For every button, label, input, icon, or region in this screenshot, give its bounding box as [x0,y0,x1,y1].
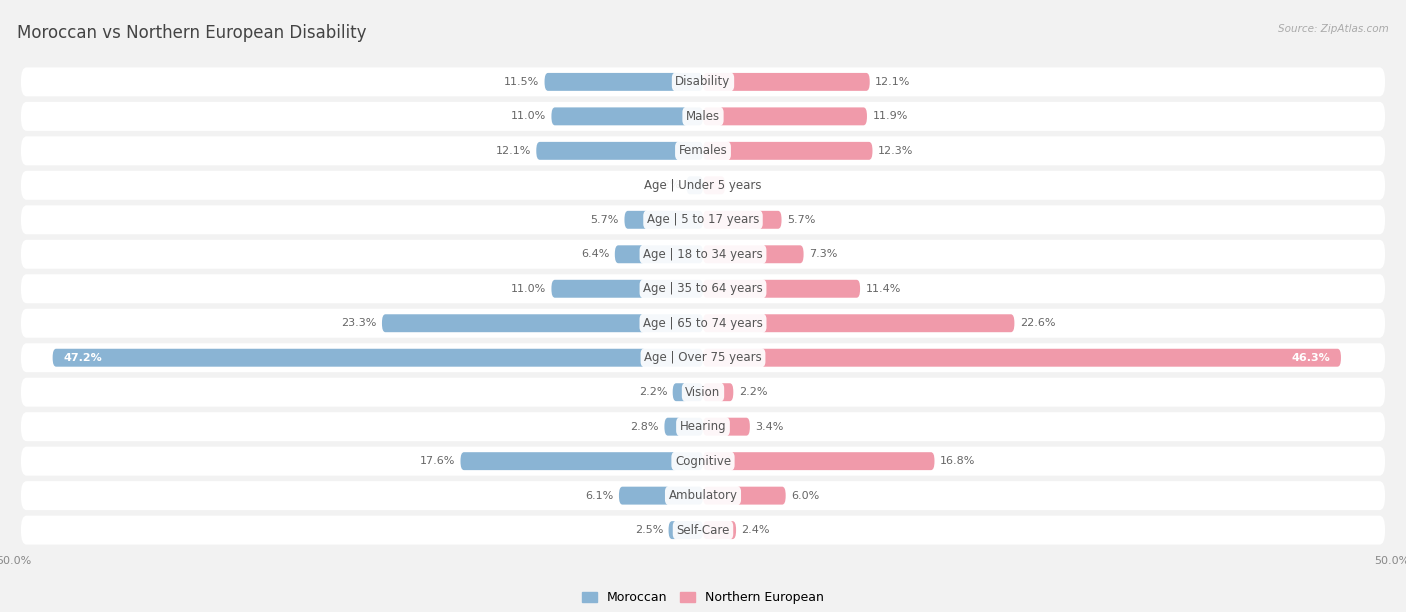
Text: 12.1%: 12.1% [876,77,911,87]
Text: 3.4%: 3.4% [755,422,783,431]
FancyBboxPatch shape [21,102,1385,131]
FancyBboxPatch shape [544,73,703,91]
Text: Disability: Disability [675,75,731,88]
Text: Females: Females [679,144,727,157]
Text: Hearing: Hearing [679,420,727,433]
FancyBboxPatch shape [21,136,1385,165]
Text: Cognitive: Cognitive [675,455,731,468]
FancyBboxPatch shape [461,452,703,470]
FancyBboxPatch shape [703,383,734,401]
Text: 11.0%: 11.0% [510,111,546,121]
Text: Self-Care: Self-Care [676,524,730,537]
Text: 2.8%: 2.8% [630,422,659,431]
FancyBboxPatch shape [21,274,1385,303]
FancyBboxPatch shape [619,487,703,505]
Text: 11.4%: 11.4% [866,284,901,294]
Text: 7.3%: 7.3% [808,249,838,259]
FancyBboxPatch shape [551,107,703,125]
FancyBboxPatch shape [536,142,703,160]
Text: 1.2%: 1.2% [652,181,681,190]
Text: Age | Under 5 years: Age | Under 5 years [644,179,762,192]
Text: Age | 5 to 17 years: Age | 5 to 17 years [647,214,759,226]
FancyBboxPatch shape [21,447,1385,476]
Text: 6.1%: 6.1% [585,491,613,501]
FancyBboxPatch shape [703,280,860,297]
Text: 5.7%: 5.7% [591,215,619,225]
FancyBboxPatch shape [21,309,1385,338]
Text: 11.9%: 11.9% [873,111,908,121]
Text: Age | Over 75 years: Age | Over 75 years [644,351,762,364]
FancyBboxPatch shape [703,418,749,436]
Text: 5.7%: 5.7% [787,215,815,225]
Text: Moroccan vs Northern European Disability: Moroccan vs Northern European Disability [17,24,367,42]
Text: Source: ZipAtlas.com: Source: ZipAtlas.com [1278,24,1389,34]
Text: 11.5%: 11.5% [503,77,538,87]
Text: 1.6%: 1.6% [731,181,759,190]
Text: 17.6%: 17.6% [419,456,456,466]
Text: Vision: Vision [685,386,721,398]
FancyBboxPatch shape [382,315,703,332]
FancyBboxPatch shape [669,521,703,539]
FancyBboxPatch shape [21,240,1385,269]
FancyBboxPatch shape [703,315,1014,332]
Text: 2.5%: 2.5% [634,525,664,535]
Text: 2.4%: 2.4% [741,525,770,535]
FancyBboxPatch shape [624,211,703,229]
Text: Age | 18 to 34 years: Age | 18 to 34 years [643,248,763,261]
Text: 22.6%: 22.6% [1019,318,1056,328]
Text: 12.1%: 12.1% [495,146,531,156]
Legend: Moroccan, Northern European: Moroccan, Northern European [578,588,828,608]
FancyBboxPatch shape [672,383,703,401]
Text: Age | 65 to 74 years: Age | 65 to 74 years [643,317,763,330]
FancyBboxPatch shape [21,481,1385,510]
FancyBboxPatch shape [703,211,782,229]
Text: 2.2%: 2.2% [738,387,768,397]
FancyBboxPatch shape [614,245,703,263]
FancyBboxPatch shape [21,171,1385,200]
FancyBboxPatch shape [52,349,703,367]
Text: 6.4%: 6.4% [581,249,609,259]
Text: 23.3%: 23.3% [342,318,377,328]
FancyBboxPatch shape [703,349,1341,367]
FancyBboxPatch shape [21,412,1385,441]
FancyBboxPatch shape [21,205,1385,234]
FancyBboxPatch shape [703,521,737,539]
FancyBboxPatch shape [551,280,703,297]
FancyBboxPatch shape [21,516,1385,545]
Text: 12.3%: 12.3% [877,146,914,156]
FancyBboxPatch shape [703,73,870,91]
Text: 47.2%: 47.2% [63,353,103,363]
Text: 46.3%: 46.3% [1291,353,1330,363]
Text: 6.0%: 6.0% [792,491,820,501]
Text: 11.0%: 11.0% [510,284,546,294]
Text: 16.8%: 16.8% [941,456,976,466]
FancyBboxPatch shape [703,176,725,194]
FancyBboxPatch shape [703,452,935,470]
FancyBboxPatch shape [686,176,703,194]
FancyBboxPatch shape [665,418,703,436]
FancyBboxPatch shape [703,107,868,125]
Text: Ambulatory: Ambulatory [668,489,738,502]
Text: Males: Males [686,110,720,123]
FancyBboxPatch shape [21,67,1385,96]
FancyBboxPatch shape [21,378,1385,407]
FancyBboxPatch shape [21,343,1385,372]
Text: Age | 35 to 64 years: Age | 35 to 64 years [643,282,763,295]
Text: 2.2%: 2.2% [638,387,668,397]
FancyBboxPatch shape [703,142,873,160]
FancyBboxPatch shape [703,487,786,505]
FancyBboxPatch shape [703,245,804,263]
